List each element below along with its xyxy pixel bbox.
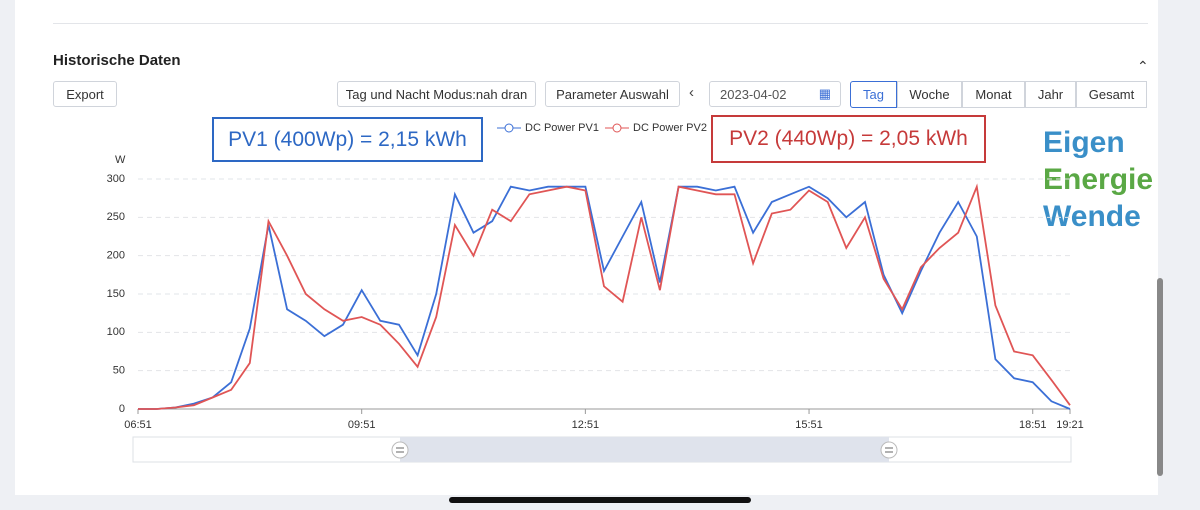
prev-icon[interactable]: ‹	[689, 84, 694, 101]
series-line	[138, 185, 1071, 410]
divider	[53, 23, 1148, 24]
export-button[interactable]: Export	[53, 81, 117, 107]
logo-line: Energie	[1043, 163, 1154, 196]
calendar-icon: ▦	[818, 86, 831, 101]
params-button[interactable]: Parameter Auswahl	[545, 81, 680, 107]
y-tick-label: 100	[107, 326, 125, 338]
pv2-annotation: PV2 (440Wp) = 2,05 kWh	[711, 115, 986, 163]
scrollbar	[1157, 278, 1163, 476]
slider-handle[interactable]	[880, 441, 898, 459]
x-tick-label: 09:51	[348, 419, 376, 431]
tab[interactable]: Jahr	[1025, 81, 1076, 108]
legend-marker	[612, 123, 622, 133]
x-tick-label: 15:51	[795, 419, 823, 431]
y-tick-label: 150	[107, 288, 125, 300]
home-indicator	[449, 497, 751, 503]
x-tick-label: 06:51	[124, 419, 152, 431]
date-text: 2023-04-02	[720, 86, 787, 102]
handle-grip	[885, 447, 893, 453]
date-input[interactable]: 2023-04-02 ▦	[709, 81, 841, 107]
pv1-annotation: PV1 (400Wp) = 2,15 kWh	[212, 117, 483, 162]
logo-line: Wende	[1043, 200, 1141, 233]
tab[interactable]: Tag	[850, 81, 897, 108]
x-tick-label: 19:21	[1056, 419, 1084, 431]
collapse-icon[interactable]: ⌃	[1137, 58, 1149, 74]
series-line	[138, 183, 1071, 410]
tab[interactable]: Monat	[962, 81, 1025, 108]
mode-button[interactable]: Tag und Nacht Modus:nah dran	[337, 81, 536, 107]
tab[interactable]: Woche	[897, 81, 962, 108]
legend-label: DC Power PV1	[525, 122, 599, 134]
y-tick-label: 250	[107, 211, 125, 223]
logo-line: Eigen	[1043, 126, 1125, 159]
logo: Eigen Energie Wende	[1043, 124, 1153, 235]
x-tick-label: 12:51	[572, 419, 600, 431]
y-tick-label: 50	[113, 365, 125, 377]
legend-label: DC Power PV2	[633, 122, 707, 134]
x-tick-label: 18:51	[1019, 419, 1047, 431]
slider-handle[interactable]	[391, 441, 409, 459]
handle-grip	[396, 447, 404, 453]
legend-marker	[504, 123, 514, 133]
tab[interactable]: Gesamt	[1076, 81, 1147, 108]
section-title: Historische Daten	[53, 52, 181, 69]
y-tick-label: 0	[119, 403, 125, 415]
slider-range[interactable]	[400, 437, 889, 462]
y-axis-label: W	[115, 154, 126, 166]
y-tick-label: 300	[107, 173, 125, 185]
y-tick-label: 200	[107, 250, 125, 262]
